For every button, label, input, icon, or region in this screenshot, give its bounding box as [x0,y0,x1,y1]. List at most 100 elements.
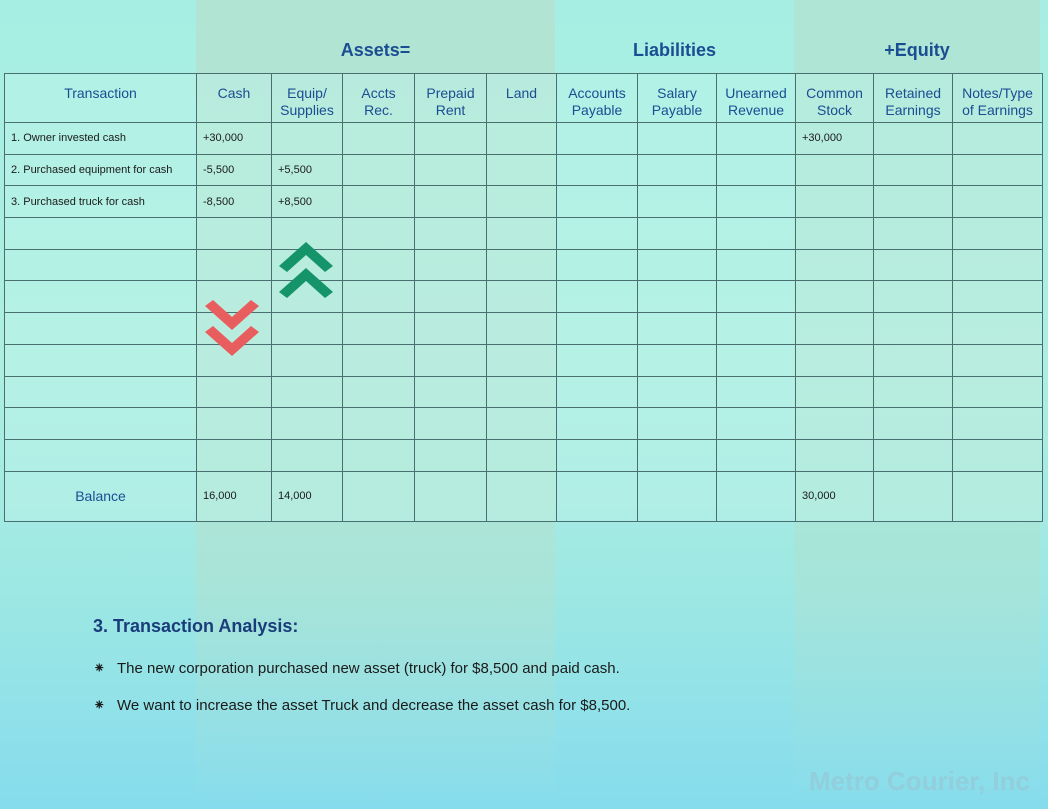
amount-cell [486,407,557,440]
column-header-line: Cash [217,85,251,101]
analysis-bullet-text: The new corporation purchased new asset … [117,660,620,677]
table-row [4,280,1043,314]
amount-cell [556,438,638,472]
amount-cell [637,407,717,440]
amount-cell [342,312,415,345]
balance-cell [486,470,557,522]
transaction-cell [4,312,197,345]
amount-cell [414,375,487,409]
balance-cell [342,470,415,522]
transaction-cell [4,407,197,440]
double-chevron-down-icon [205,300,259,356]
amount-cell [271,217,343,250]
amount-cell [716,343,796,377]
table-row [4,217,1043,250]
amount-cell [342,375,415,409]
column-header: Transaction [4,73,197,123]
amount-cell [952,185,1043,219]
amount-cell [486,153,557,187]
amount-cell [486,438,557,472]
column-header-line: Unearned [725,85,787,101]
amount-cell [795,153,874,187]
assets-group-heading: Assets= [340,40,411,60]
amount-cell [486,280,557,314]
amount-cell [486,375,557,409]
table-row: 2. Purchased equipment for cash -5,500 +5,… [4,153,1043,187]
analysis-bullet: ⁕ The new corporation purchased new asset… [93,659,620,677]
balance-cell [556,470,638,522]
balance-cell: 14,000 [271,470,343,522]
bullet-star-icon: ⁕ [93,697,106,714]
transaction-cell [4,343,197,377]
column-header-line: Prepaid [426,85,475,101]
amount-cell [556,122,638,155]
amount-cell [716,153,796,187]
amount-cell [414,217,487,250]
column-header-line: Equip/ [287,85,327,101]
bullet-star-icon: ⁕ [93,660,106,677]
amount-cell [414,248,487,282]
amount-cell [196,407,272,440]
amount-cell [716,375,796,409]
column-header-line: Earnings [885,102,941,118]
transaction-cell: 3. Purchased truck for cash [4,185,197,219]
column-header-line: Notes/Type [962,85,1033,101]
amount-cell [271,343,343,377]
amount-cell: +8,500 [271,185,343,219]
amount-cell [795,280,874,314]
amount-cell [637,375,717,409]
amount-cell [414,280,487,314]
amount-cell [716,185,796,219]
amount-cell [342,407,415,440]
amount-cell [795,375,874,409]
amount-cell [873,185,953,219]
balance-cell [414,470,487,522]
amount-cell [556,312,638,345]
column-header-line: of Earnings [962,102,1033,118]
balance-cell [952,470,1043,522]
amount-cell [414,312,487,345]
column-header: Accts Rec. [342,73,415,123]
amount-cell [795,343,874,377]
amount-cell [414,185,487,219]
double-chevron-up-icon [279,242,333,298]
amount-cell [342,280,415,314]
amount-cell [271,312,343,345]
balance-label: Balance [4,470,197,522]
amount-cell [952,343,1043,377]
column-header: Land [486,73,557,123]
transaction-cell: 1. Owner invested cash [4,122,197,155]
amount-cell [952,217,1043,250]
amount-cell [342,185,415,219]
amount-cell [556,153,638,187]
amount-cell [637,312,717,345]
amount-cell [271,375,343,409]
amount-cell [414,122,487,155]
amount-cell [414,438,487,472]
amount-cell [952,407,1043,440]
amount-cell: +5,500 [271,153,343,187]
amount-cell [795,407,874,440]
amount-cell [556,217,638,250]
analysis-bullet: ⁕ We want to increase the asset Truck and… [93,696,630,714]
amount-cell [873,438,953,472]
amount-cell [414,343,487,377]
transaction-cell [4,217,197,250]
column-header-line: Revenue [727,102,785,118]
transaction-cell [4,248,197,282]
column-header-line: Retained [884,85,942,101]
table-row [4,375,1043,409]
column-header-line: Common [806,85,863,101]
amount-cell [271,122,343,155]
amount-cell [414,153,487,187]
amount-cell [952,280,1043,314]
column-header-line: Salary [657,85,697,101]
column-header-line: Transaction [64,85,137,101]
amount-cell [716,217,796,250]
amount-cell [414,407,487,440]
liabilities-group-heading: Liabilities [632,40,717,60]
company-watermark: Metro Courier, Inc [808,766,1030,796]
amount-cell [873,248,953,282]
column-header: Unearned Revenue [716,73,796,123]
amount-cell [486,248,557,282]
